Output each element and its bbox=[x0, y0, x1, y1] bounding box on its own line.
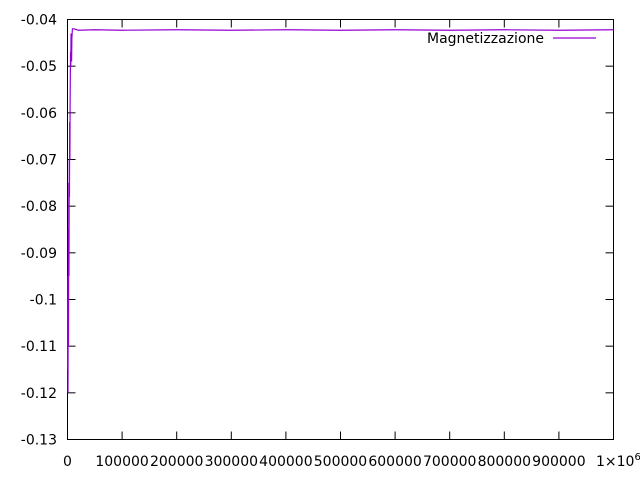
x-tick-label: 400000 bbox=[259, 454, 312, 470]
x-tick-label: 0 bbox=[63, 454, 72, 470]
y-axis-ticks: -0.04 -0.05 -0.06 -0.07 -0.08 -0.09 -0.1 -0.11 -… bbox=[21, 13, 614, 449]
x-tick-label: 700000 bbox=[423, 454, 476, 470]
x-tick-label: 100000 bbox=[95, 454, 148, 470]
y-tick-label: -0.08 bbox=[21, 199, 57, 215]
x-tick-label: 600000 bbox=[368, 454, 421, 470]
y-tick-label: -0.04 bbox=[21, 13, 57, 29]
x-axis-end-label: 1×106 bbox=[596, 452, 640, 470]
x-tick-label: 900000 bbox=[532, 454, 585, 470]
legend-label-magnetizzazione: Magnetizzazione bbox=[427, 31, 544, 47]
x-tick-label: 800000 bbox=[478, 454, 531, 470]
plot-frame bbox=[67, 19, 614, 440]
series-layer bbox=[67, 28, 614, 393]
x-tick-label: 300000 bbox=[205, 454, 258, 470]
y-tick-label: -0.06 bbox=[21, 106, 57, 122]
x-axis-ticks: 0 100000 200000 300000 400000 500000 600000 700… bbox=[63, 19, 614, 470]
y-tick-label: -0.05 bbox=[21, 59, 57, 75]
x-axis-end-label-base: 1×10 bbox=[596, 454, 634, 470]
x-tick-label: 500000 bbox=[314, 454, 367, 470]
x-tick-label: 200000 bbox=[150, 454, 203, 470]
y-tick-label: -0.09 bbox=[21, 246, 57, 262]
y-tick-label: -0.13 bbox=[21, 433, 57, 449]
y-tick-label: -0.12 bbox=[21, 386, 57, 402]
series-line-magnetizzazione bbox=[67, 28, 614, 393]
legend: Magnetizzazione bbox=[427, 31, 596, 47]
y-tick-label: -0.07 bbox=[21, 153, 57, 169]
y-tick-label: -0.1 bbox=[30, 293, 57, 309]
x-axis-end-label-exponent: 6 bbox=[634, 452, 640, 463]
y-tick-label: -0.11 bbox=[21, 339, 57, 355]
